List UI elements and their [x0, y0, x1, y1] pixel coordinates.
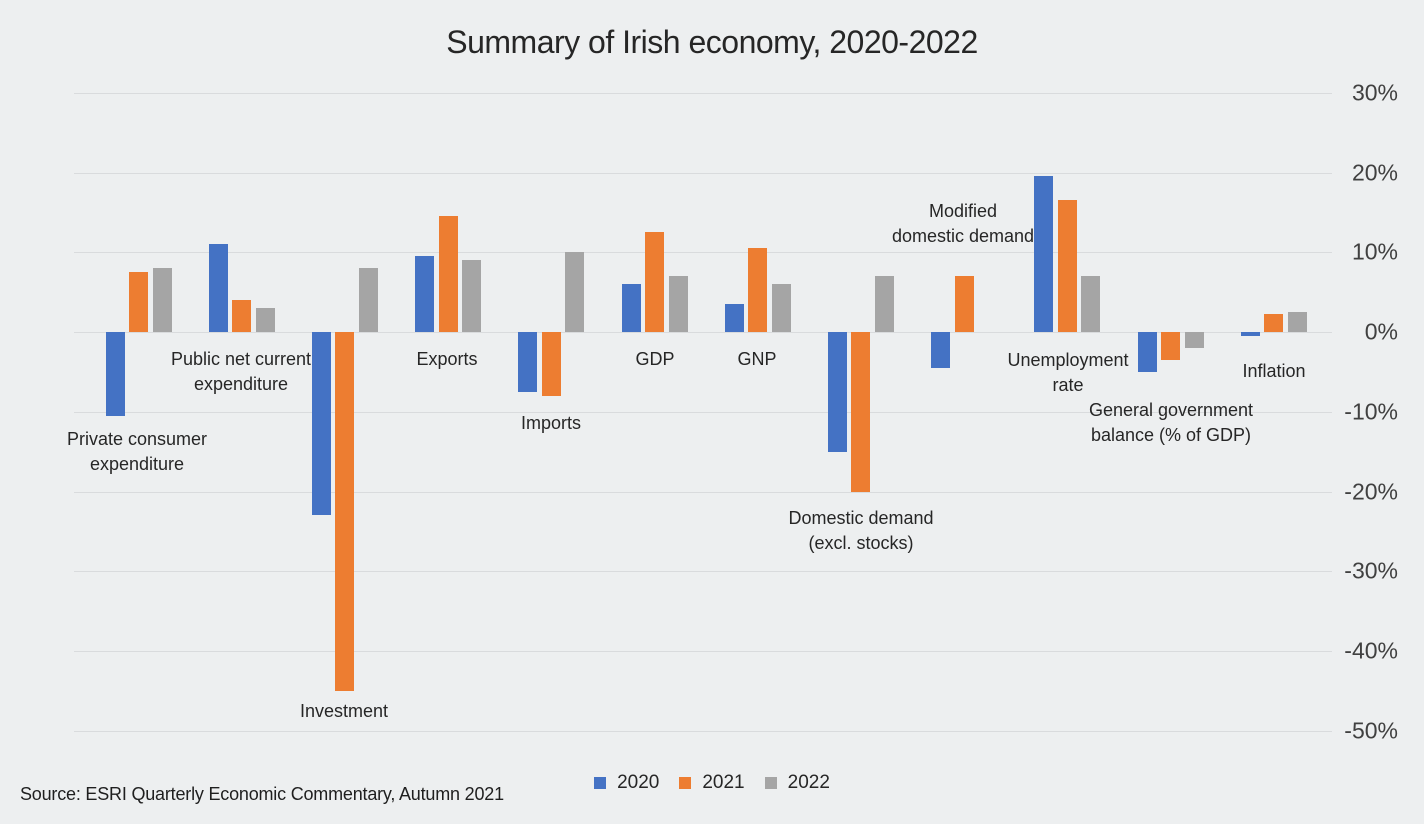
legend-item-2021: 2021 — [679, 772, 745, 794]
bar-unemployment-rate-2022 — [1081, 276, 1101, 332]
bar-public-net-current-expenditure-2020 — [208, 244, 228, 332]
legend-swatch-2022 — [764, 777, 777, 789]
category-label-modified-domestic-demand: Modified domestic demand — [891, 201, 1035, 246]
legend-item-2020: 2020 — [594, 772, 659, 794]
bar-domestic-demand-excl-stocks-2020 — [827, 332, 847, 452]
bar-public-net-current-expenditure-2021 — [232, 300, 252, 332]
category-label-inflation: Inflation — [1242, 361, 1306, 381]
bar-imports-2022 — [565, 252, 585, 332]
y-axis-tick-label: -20% — [1344, 478, 1398, 504]
bar-unemployment-rate-2020 — [1034, 176, 1054, 332]
category-label-public-net-current-expenditure: Public net current expenditure — [170, 349, 312, 394]
category-label-investment: Investment — [299, 701, 389, 721]
bar-general-government-balance-of-gdp-2020 — [1137, 332, 1157, 372]
y-axis-tick-label: 10% — [1351, 238, 1398, 265]
category-label-gdp: GDP — [635, 349, 675, 369]
bar-imports-2021 — [541, 332, 561, 396]
bar-domestic-demand-excl-stocks-2021 — [851, 332, 871, 492]
legend-swatch-2020 — [594, 777, 607, 789]
legend-label-2022: 2022 — [787, 772, 830, 793]
category-label-domestic-demand-excl-stocks: Domestic demand (excl. stocks) — [788, 508, 934, 553]
bar-private-consumer-expenditure-2021 — [129, 272, 148, 332]
bar-exports-2021 — [438, 216, 458, 332]
category-label-gnp: GNP — [737, 349, 777, 369]
bar-public-net-current-expenditure-2022 — [255, 308, 275, 332]
bar-imports-2020 — [518, 332, 538, 392]
y-axis-tick-label: -10% — [1344, 398, 1398, 425]
bar-inflation-2022 — [1287, 312, 1307, 332]
bar-general-government-balance-of-gdp-2022 — [1184, 332, 1204, 348]
bar-private-consumer-expenditure-2022 — [152, 268, 172, 332]
gridline — [74, 252, 1332, 254]
legend-item-2022: 2022 — [764, 772, 830, 794]
bar-inflation-2020 — [1240, 332, 1260, 336]
y-axis-tick-label: 20% — [1351, 159, 1398, 185]
gridline — [74, 172, 1332, 174]
bar-gnp-2020 — [724, 304, 744, 332]
category-label-imports: Imports — [520, 413, 582, 433]
bar-private-consumer-expenditure-2020 — [105, 332, 125, 416]
bar-gdp-2022 — [668, 276, 688, 332]
gridline — [74, 571, 1332, 573]
bar-exports-2022 — [462, 260, 482, 332]
bar-gdp-2021 — [645, 232, 664, 332]
chart-title: Summary of Irish economy, 2020-2022 — [446, 24, 978, 60]
gridline — [74, 491, 1332, 493]
gridline — [74, 651, 1332, 652]
gridline — [74, 730, 1332, 732]
gridline — [74, 332, 1332, 333]
y-axis-tick-label: -30% — [1344, 557, 1398, 584]
bar-gnp-2021 — [748, 248, 768, 332]
bar-investment-2020 — [311, 332, 331, 516]
bar-gnp-2022 — [771, 284, 791, 332]
category-label-general-government-balance-of-gdp: General government balance (% of GDP) — [1088, 400, 1254, 445]
legend: 2020 2021 2022 — [0, 772, 1424, 794]
bar-exports-2020 — [415, 256, 435, 332]
legend-label-2021: 2021 — [702, 772, 745, 793]
bar-modified-domestic-demand-2021 — [954, 276, 974, 332]
bar-inflation-2021 — [1264, 313, 1284, 332]
source-note: Source: ESRI Quarterly Economic Commenta… — [20, 784, 504, 804]
bar-investment-2021 — [335, 332, 355, 691]
bar-investment-2022 — [358, 268, 378, 332]
y-axis-tick-label: 30% — [1351, 79, 1398, 106]
legend-label-2020: 2020 — [617, 772, 660, 793]
gridline — [74, 92, 1332, 94]
bar-unemployment-rate-2021 — [1057, 200, 1077, 332]
category-label-unemployment-rate: Unemployment rate — [1007, 350, 1129, 395]
category-label-exports: Exports — [416, 349, 478, 369]
bar-gdp-2020 — [621, 284, 641, 332]
bar-domestic-demand-excl-stocks-2022 — [874, 276, 894, 332]
legend-swatch-2021 — [679, 777, 692, 789]
y-axis-tick-label: -40% — [1344, 637, 1398, 664]
gridline — [74, 411, 1332, 413]
bar-general-government-balance-of-gdp-2021 — [1161, 332, 1180, 360]
bar-modified-domestic-demand-2020 — [931, 332, 951, 368]
y-axis-tick-label: -50% — [1344, 717, 1398, 744]
category-label-private-consumer-expenditure: Private consumer expenditure — [66, 429, 208, 474]
y-axis-tick-label: 0% — [1364, 318, 1398, 345]
